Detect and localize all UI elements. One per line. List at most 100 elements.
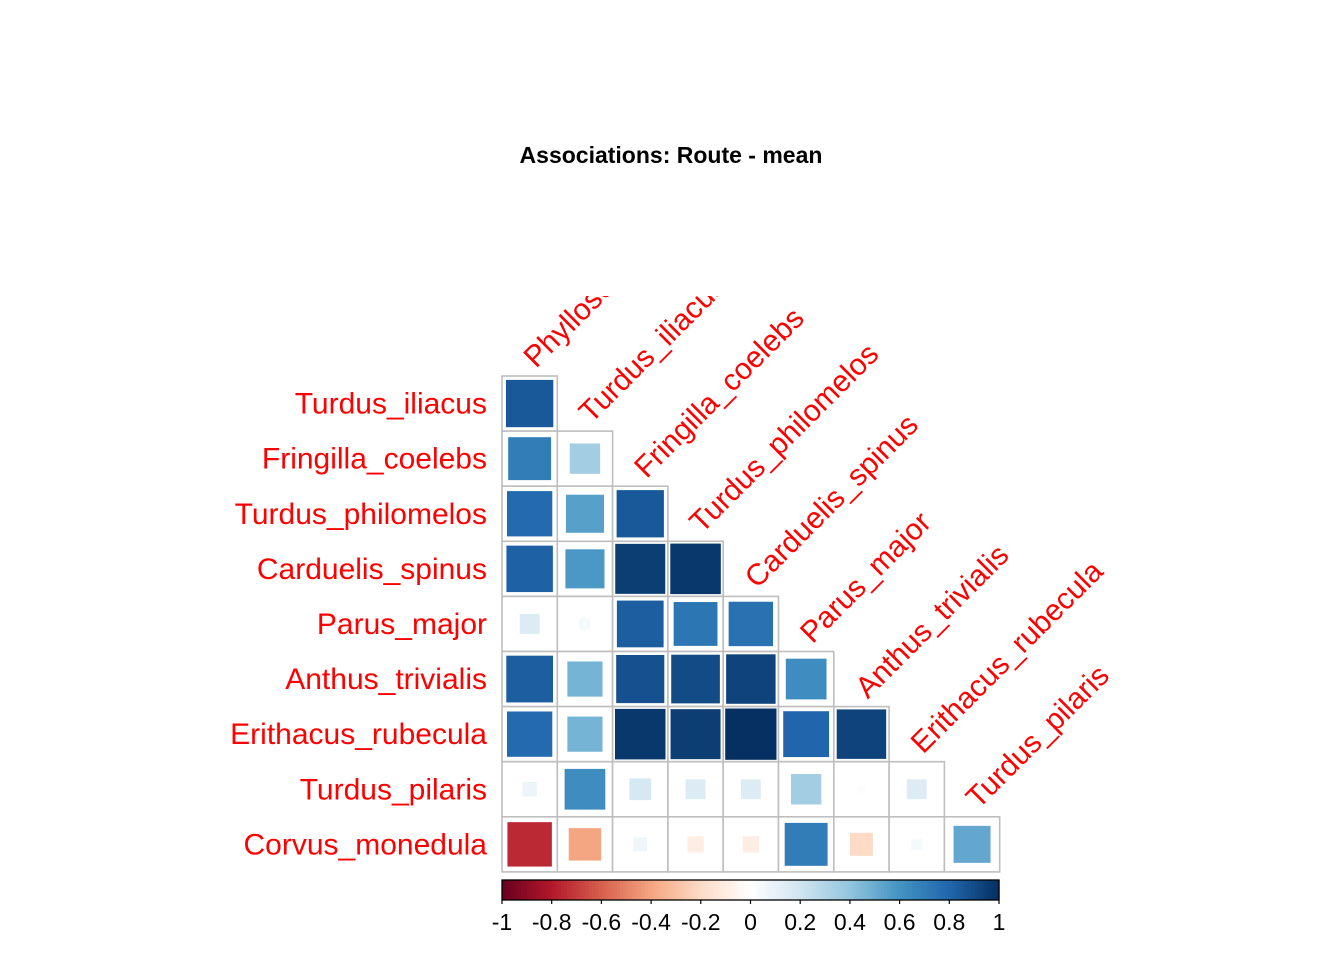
legend-color-segment xyxy=(623,880,627,900)
legend-color-segment xyxy=(778,880,783,900)
legend-color-segment xyxy=(663,880,668,900)
legend-color-segment xyxy=(930,880,935,900)
correlation-grid xyxy=(501,375,1001,873)
cell-square xyxy=(670,543,721,595)
legend-color-segment xyxy=(769,880,773,900)
legend-color-segment xyxy=(952,880,957,900)
legend-color-segment xyxy=(974,880,978,900)
legend-color-segment xyxy=(523,880,528,900)
legend-color-segment xyxy=(967,880,972,900)
legend-color-segment xyxy=(843,880,848,900)
legend-color-segment xyxy=(672,880,677,900)
legend-tick-label: 1 xyxy=(993,909,1006,935)
legend-color-segment xyxy=(588,880,593,900)
cell-square xyxy=(857,785,866,793)
cell-square xyxy=(565,549,605,589)
row-label: Erithacus_rubecula xyxy=(230,718,487,751)
legend-color-segment xyxy=(707,880,711,900)
legend-color-segment xyxy=(818,880,823,900)
legend-color-segment xyxy=(933,880,938,900)
legend-color-segment xyxy=(626,880,630,900)
legend-color-segment xyxy=(728,880,733,900)
legend-color-segment xyxy=(598,880,602,900)
cell-square xyxy=(579,618,591,630)
legend-color-segment xyxy=(675,880,680,900)
cell-square xyxy=(507,822,552,867)
legend-color-segment xyxy=(825,880,829,900)
legend-color-segment xyxy=(635,880,640,900)
row-label: Corvus_monedula xyxy=(244,828,488,861)
legend-tick-label: -0.6 xyxy=(582,909,622,935)
legend-color-segment xyxy=(756,880,761,900)
cell-square xyxy=(726,654,776,704)
legend-color-segment xyxy=(613,880,618,900)
legend-color-segment xyxy=(868,880,873,900)
legend-color-segment xyxy=(775,880,780,900)
legend-color-segment xyxy=(561,880,565,900)
legend-color-segment xyxy=(744,880,748,900)
legend-color-segment xyxy=(908,880,913,900)
legend-color-segment xyxy=(812,880,817,900)
legend-color-segment xyxy=(915,880,919,900)
legend-color-segment xyxy=(657,880,662,900)
legend-color-segment xyxy=(738,880,742,900)
legend-color-segment xyxy=(691,880,696,900)
column-label: Erithacus_rubecula xyxy=(905,554,1110,759)
legend-tick-label: 0.4 xyxy=(834,909,866,935)
legend-color-segment xyxy=(741,880,745,900)
legend-color-segment xyxy=(803,880,808,900)
color-legend: -1 -0.8 -0.6 -0.4 -0.2 0 0.2 0.4 0.6 0.8 1 xyxy=(492,879,1006,935)
legend-color-segment xyxy=(924,880,929,900)
cell-square xyxy=(508,437,552,481)
cell-square xyxy=(565,494,604,533)
legend-color-segment xyxy=(585,880,590,900)
legend-color-segment xyxy=(766,880,770,900)
cell-square xyxy=(615,543,666,594)
legend-color-segment xyxy=(927,880,932,900)
row-label: Anthus_trivialis xyxy=(285,663,487,696)
cell-square xyxy=(783,711,830,758)
legend-color-segment xyxy=(877,880,882,900)
cell-square xyxy=(836,709,887,759)
cell-square xyxy=(784,822,828,866)
legend-color-segment xyxy=(912,880,916,900)
legend-color-segment xyxy=(986,880,991,900)
legend-color-segment xyxy=(564,880,568,900)
legend-color-segment xyxy=(784,880,789,900)
legend-color-segment xyxy=(946,880,950,900)
legend-color-segment xyxy=(579,880,584,900)
legend-color-segment xyxy=(921,880,926,900)
legend-color-segment xyxy=(644,880,649,900)
legend-color-segment xyxy=(989,880,994,900)
legend-color-segment xyxy=(533,880,537,900)
legend-color-segment xyxy=(949,880,954,900)
legend-color-segment xyxy=(902,880,907,900)
row-label: Fringilla_coelebs xyxy=(262,443,487,476)
cell-square xyxy=(519,614,540,634)
legend-color-segment xyxy=(694,880,699,900)
cell-square xyxy=(568,828,602,861)
legend-color-segment xyxy=(849,880,854,900)
legend-color-segment xyxy=(961,880,966,900)
legend-color-segment xyxy=(710,880,714,900)
legend-color-segment xyxy=(809,880,814,900)
legend-color-segment xyxy=(595,880,599,900)
legend-color-segment xyxy=(616,880,621,900)
legend-color-segment xyxy=(576,880,581,900)
cell-square xyxy=(849,832,873,856)
cell-square xyxy=(616,490,664,538)
legend-color-segment xyxy=(918,880,922,900)
legend-color-segment xyxy=(815,880,820,900)
legend-color-segment xyxy=(669,880,674,900)
legend-color-segment xyxy=(548,880,553,900)
legend-color-segment xyxy=(567,880,571,900)
cell-square xyxy=(687,836,704,853)
cell-square xyxy=(616,654,665,704)
legend-color-segment xyxy=(874,880,879,900)
legend-color-segment xyxy=(834,880,839,900)
legend-color-segment xyxy=(958,880,963,900)
legend-color-segment xyxy=(734,880,739,900)
legend-color-segment xyxy=(787,880,792,900)
legend-color-segment xyxy=(505,880,509,900)
legend-color-segment xyxy=(511,880,516,900)
